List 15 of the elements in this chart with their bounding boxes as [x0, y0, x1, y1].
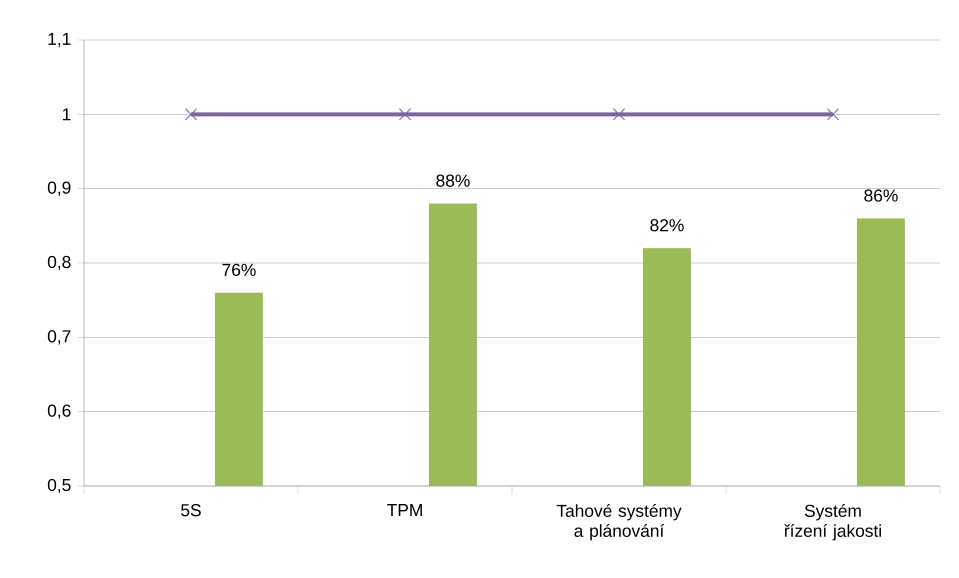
- y-tick-label: 1,1: [48, 32, 70, 48]
- data-label: 86%: [864, 189, 898, 202]
- y-tick-label: 0,5: [48, 478, 71, 494]
- data-label: 88%: [436, 174, 470, 187]
- x-tick-label: Tahové systémy a plánování: [556, 504, 682, 540]
- y-tick-label: 0,8: [48, 256, 71, 270]
- y-tick-label: 0,7: [48, 330, 70, 344]
- x-tick-label: TPM: [387, 504, 422, 516]
- y-tick-label: 0,9: [48, 182, 70, 196]
- data-label: 76%: [222, 264, 256, 276]
- x-tick-label: Systém řízení jakosti: [784, 504, 881, 540]
- data-label: 82%: [650, 219, 684, 232]
- x-tick-label: 5S: [181, 504, 201, 516]
- y-tick-label: 1: [62, 108, 70, 120]
- y-tick-label: 0,6: [48, 404, 71, 419]
